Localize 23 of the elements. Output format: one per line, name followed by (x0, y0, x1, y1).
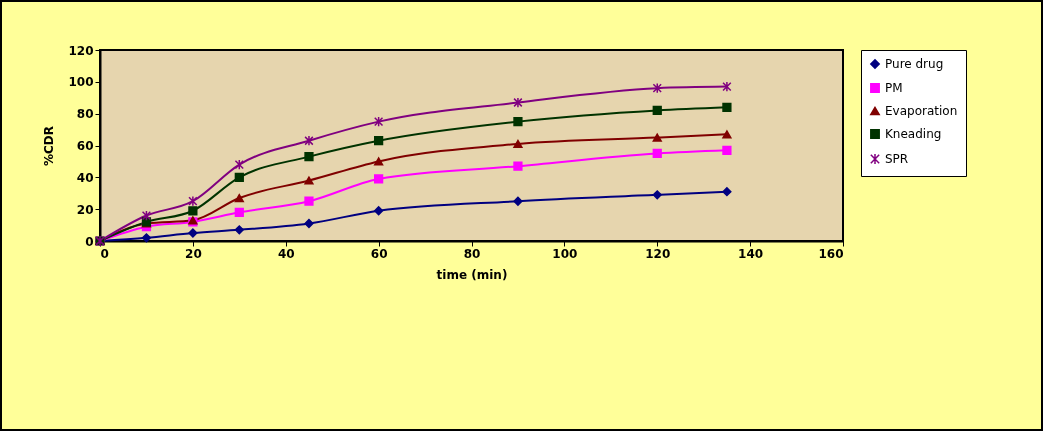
y-tick-label: 60 (76, 139, 94, 153)
y-tick-label: 0 (85, 234, 94, 249)
legend-label: Evaporation (885, 104, 958, 118)
x-tick-label: 120 (645, 246, 671, 261)
x-tick-label: 60 (370, 246, 388, 261)
legend-label: PM (885, 81, 903, 95)
legend-label: Kneading (885, 127, 942, 141)
y-tick-label: 80 (76, 107, 94, 122)
y-tick-label: 20 (76, 202, 94, 217)
y-tick-label: 100 (68, 75, 94, 90)
y-tick-label: 120 (68, 43, 94, 58)
x-axis-title: time (min) (436, 267, 508, 282)
y-tick-label: 40 (76, 170, 94, 185)
y-axis-title: %CDR (42, 125, 57, 167)
x-tick-label: 160 (818, 246, 844, 261)
legend-label: SPR (885, 152, 909, 166)
x-tick-label: 100 (552, 246, 578, 261)
x-tick-label: 80 (463, 246, 481, 261)
x-tick-label: 20 (185, 246, 202, 261)
legend-label: Pure drug (885, 57, 944, 71)
x-tick-label: 0 (100, 246, 109, 261)
x-tick-label: 140 (738, 246, 764, 261)
x-tick-label: 40 (277, 246, 295, 261)
